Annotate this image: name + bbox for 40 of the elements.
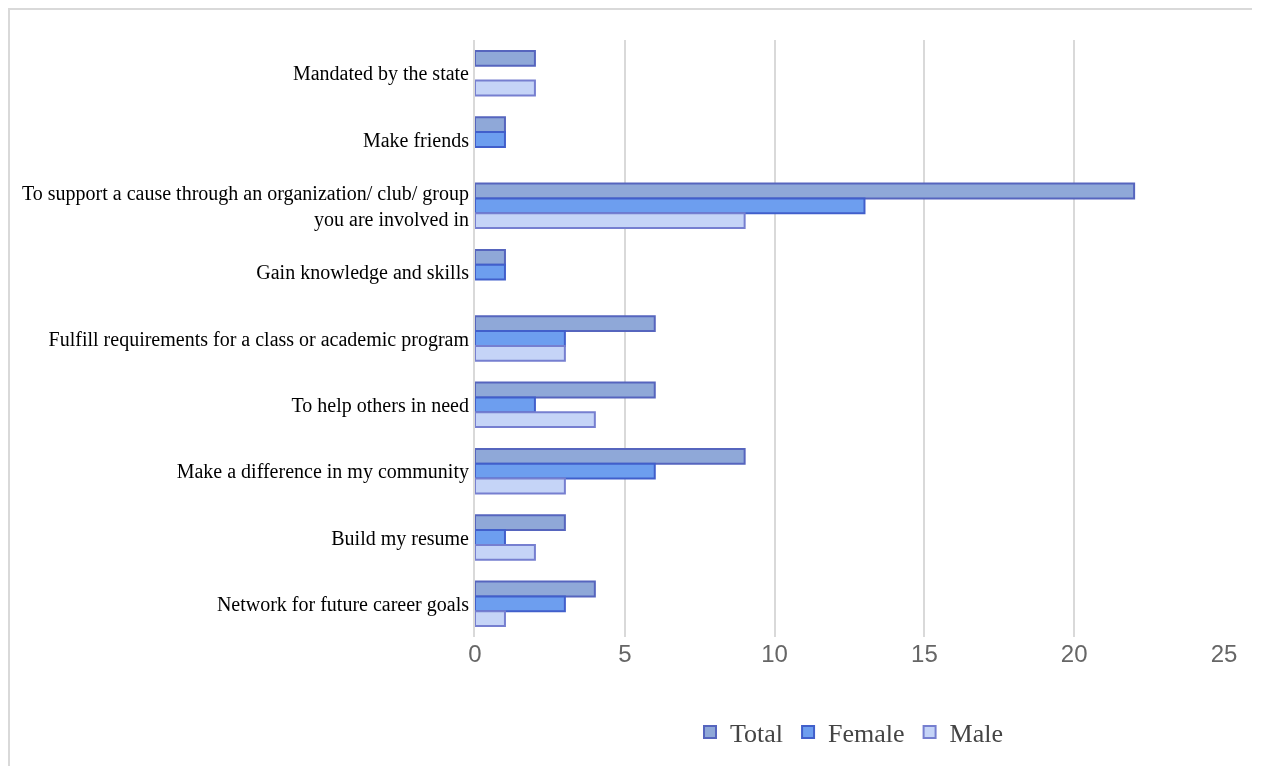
legend-label: Total: [730, 719, 784, 749]
bar: [475, 330, 566, 347]
y-tick-label: To support a cause through an organization/ club/ group you are involved in: [21, 181, 469, 231]
y-tick-label: Mandated by the state: [292, 62, 470, 86]
bar: [475, 315, 656, 333]
bar: [475, 396, 536, 414]
bar: [475, 610, 506, 628]
bar: [475, 197, 866, 215]
y-tick-label: Network for future career goals: [216, 592, 470, 616]
bar: [475, 248, 506, 266]
y-tick-label: Make a difference in my community: [176, 460, 469, 484]
bar: [475, 131, 506, 148]
bar: [475, 514, 566, 532]
bar: [475, 462, 656, 480]
bar: [475, 116, 506, 134]
x-tick-label: 10: [761, 640, 788, 667]
x-tick-label: 20: [1060, 640, 1088, 667]
y-tick-label: To help others in need: [291, 393, 469, 417]
legend-label: Female: [828, 719, 905, 749]
bar: [475, 49, 536, 67]
x-tick-label: 5: [618, 640, 632, 667]
bar: [475, 447, 746, 465]
x-tick-label: 0: [468, 640, 482, 667]
bar: [475, 543, 536, 561]
x-tick-label: 25: [1210, 640, 1238, 667]
bar: [475, 411, 596, 429]
legend-label: Male: [949, 719, 1004, 749]
bar: [475, 212, 746, 230]
y-tick-label: Build my resume: [331, 526, 470, 550]
x-tick-label: 15: [911, 640, 938, 667]
bar: [475, 263, 506, 281]
y-tick-label: Make friends: [362, 128, 470, 151]
bar: [475, 595, 566, 613]
y-tick-label: Gain knowledge and skills: [256, 261, 470, 285]
bar: [475, 79, 536, 97]
bar: [475, 344, 566, 362]
bar: [475, 529, 506, 546]
bar: [475, 477, 566, 495]
y-tick-label: Fulfill requirements for a class or academic program: [48, 327, 470, 351]
bar: [475, 381, 656, 399]
